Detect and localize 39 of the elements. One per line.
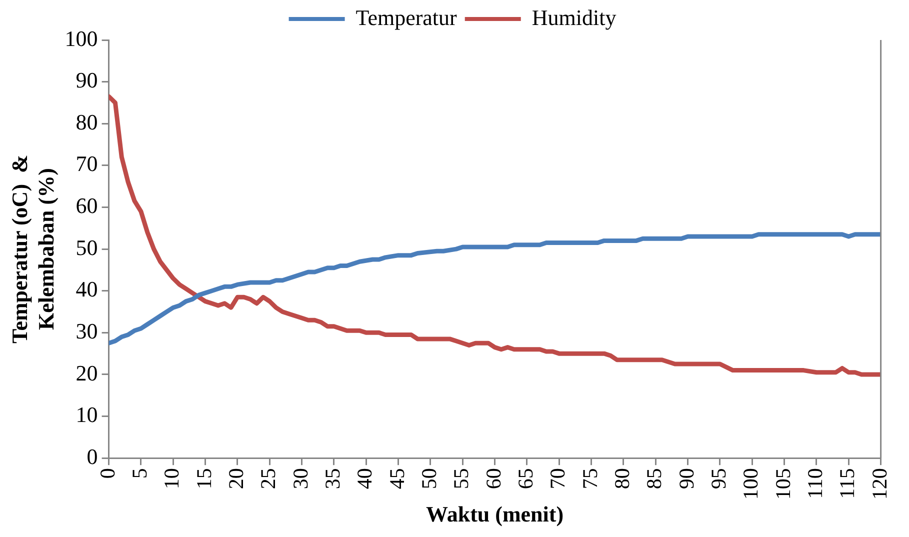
x-tick-label: 15 [192, 468, 216, 490]
x-tick-label: 30 [288, 468, 312, 490]
x-tick-label: 50 [416, 468, 441, 490]
x-tick-label: 105 [770, 468, 795, 500]
x-tick-label: 65 [513, 468, 538, 490]
y-tick-label: 70 [76, 151, 98, 176]
x-tick-label: 40 [352, 468, 377, 490]
y-tick-label: 40 [76, 276, 98, 302]
x-tick-label: 95 [706, 468, 730, 490]
x-tick-label: 25 [256, 468, 280, 490]
y-tick-label: 20 [76, 360, 98, 386]
y-tick-label: 60 [76, 193, 98, 218]
x-tick-label: 80 [610, 468, 634, 490]
x-axis-title: Waktu (menit) [426, 501, 564, 526]
y-tick-label: 90 [76, 68, 98, 93]
x-tick-label: 70 [546, 468, 570, 490]
x-tick-label: 115 [835, 468, 860, 499]
x-tick-label: 60 [481, 468, 506, 490]
y-tick-label: 80 [76, 109, 98, 134]
x-tick-label: 45 [384, 468, 409, 490]
x-tick-label: 90 [674, 468, 698, 490]
legend-label: Humidity [532, 4, 616, 30]
y-tick-label: 10 [76, 402, 98, 428]
y-tick-label: 50 [76, 234, 98, 260]
x-tick-label: 10 [160, 468, 184, 490]
legend-label: Temperatur [356, 4, 458, 30]
y-tick-label: 30 [76, 318, 98, 344]
y-axis-title: Temperatur (oC) & Kelembaban (%) [6, 154, 58, 344]
x-tick-label: 55 [449, 468, 474, 490]
x-tick-label: 120 [867, 468, 892, 500]
x-tick-label: 75 [578, 468, 602, 490]
x-tick-label: 5 [127, 468, 152, 479]
x-tick-label: 35 [320, 468, 344, 490]
y-tick-label: 100 [64, 26, 98, 51]
x-tick-label: 110 [802, 468, 827, 499]
x-tick-label: 0 [95, 468, 120, 479]
x-tick-label: 20 [224, 468, 248, 490]
x-tick-label: 100 [738, 468, 763, 500]
x-tick-label: 85 [642, 468, 666, 490]
